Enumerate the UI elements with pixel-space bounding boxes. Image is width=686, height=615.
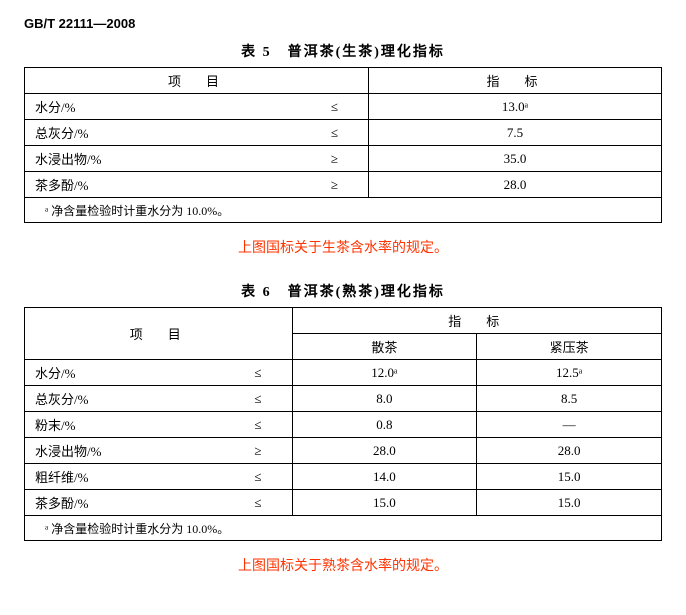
row-op: ≤ bbox=[216, 360, 292, 386]
table-row: 粗纤维/% ≤ 14.0 15.0 bbox=[25, 464, 662, 490]
row-name: 茶多酚/% bbox=[25, 172, 293, 198]
row-val: 28.0 bbox=[368, 172, 661, 198]
row-v2: 12.5ᵃ bbox=[477, 360, 662, 386]
row-name: 粉末/% bbox=[25, 412, 216, 438]
table-header-row: 项 目 指 标 bbox=[25, 308, 662, 334]
row-name: 总灰分/% bbox=[25, 386, 216, 412]
header-value: 指 标 bbox=[368, 68, 661, 94]
row-name: 茶多酚/% bbox=[25, 490, 216, 516]
header-item: 项 目 bbox=[25, 68, 369, 94]
row-name: 总灰分/% bbox=[25, 120, 293, 146]
row-name: 粗纤维/% bbox=[25, 464, 216, 490]
footnote: ᵃ 净含量检验时计重水分为 10.0%。 bbox=[25, 516, 662, 541]
table-row: 茶多酚/% ≤ 15.0 15.0 bbox=[25, 490, 662, 516]
footnote: ᵃ 净含量检验时计重水分为 10.0%。 bbox=[25, 198, 662, 223]
subheader-1: 散茶 bbox=[292, 334, 477, 360]
row-val: 35.0 bbox=[368, 146, 661, 172]
row-op: ≤ bbox=[292, 94, 368, 120]
table5: 项 目 指 标 水分/% ≤ 13.0ᵃ 总灰分/% ≤ 7.5 水浸出物/% … bbox=[24, 67, 662, 223]
header-value: 指 标 bbox=[292, 308, 661, 334]
table-row: 总灰分/% ≤ 8.0 8.5 bbox=[25, 386, 662, 412]
row-op: ≤ bbox=[216, 464, 292, 490]
row-v2: 15.0 bbox=[477, 464, 662, 490]
standard-code: GB/T 22111—2008 bbox=[24, 16, 662, 31]
table5-title: 表 5 普洱茶(生茶)理化指标 bbox=[24, 41, 662, 61]
table5-caption: 上图国标关于生茶含水率的规定。 bbox=[24, 237, 662, 257]
row-op: ≤ bbox=[216, 412, 292, 438]
table-footnote-row: ᵃ 净含量检验时计重水分为 10.0%。 bbox=[25, 516, 662, 541]
table-row: 总灰分/% ≤ 7.5 bbox=[25, 120, 662, 146]
row-val: 7.5 bbox=[368, 120, 661, 146]
table-row: 茶多酚/% ≥ 28.0 bbox=[25, 172, 662, 198]
row-v2: 8.5 bbox=[477, 386, 662, 412]
header-item: 项 目 bbox=[25, 308, 293, 360]
row-op: ≥ bbox=[292, 172, 368, 198]
table6-title: 表 6 普洱茶(熟茶)理化指标 bbox=[24, 281, 662, 301]
row-op: ≤ bbox=[216, 386, 292, 412]
table6-caption: 上图国标关于熟茶含水率的规定。 bbox=[24, 555, 662, 575]
row-v1: 28.0 bbox=[292, 438, 477, 464]
table-row: 水浸出物/% ≥ 28.0 28.0 bbox=[25, 438, 662, 464]
row-op: ≥ bbox=[292, 146, 368, 172]
row-v1: 0.8 bbox=[292, 412, 477, 438]
row-op: ≤ bbox=[292, 120, 368, 146]
subheader-2: 紧压茶 bbox=[477, 334, 662, 360]
row-name: 水分/% bbox=[25, 360, 216, 386]
row-v1: 8.0 bbox=[292, 386, 477, 412]
row-name: 水浸出物/% bbox=[25, 146, 293, 172]
table-row: 粉末/% ≤ 0.8 — bbox=[25, 412, 662, 438]
table-row: 水分/% ≤ 13.0ᵃ bbox=[25, 94, 662, 120]
row-val: 13.0ᵃ bbox=[368, 94, 661, 120]
row-v1: 12.0ᵃ bbox=[292, 360, 477, 386]
row-name: 水分/% bbox=[25, 94, 293, 120]
row-op: ≥ bbox=[216, 438, 292, 464]
row-v2: 15.0 bbox=[477, 490, 662, 516]
row-v2: 28.0 bbox=[477, 438, 662, 464]
table-footnote-row: ᵃ 净含量检验时计重水分为 10.0%。 bbox=[25, 198, 662, 223]
table-row: 水分/% ≤ 12.0ᵃ 12.5ᵃ bbox=[25, 360, 662, 386]
row-v1: 14.0 bbox=[292, 464, 477, 490]
table6: 项 目 指 标 散茶 紧压茶 水分/% ≤ 12.0ᵃ 12.5ᵃ 总灰分/% … bbox=[24, 307, 662, 541]
row-name: 水浸出物/% bbox=[25, 438, 216, 464]
table-header-row: 项 目 指 标 bbox=[25, 68, 662, 94]
row-v2: — bbox=[477, 412, 662, 438]
row-v1: 15.0 bbox=[292, 490, 477, 516]
table-row: 水浸出物/% ≥ 35.0 bbox=[25, 146, 662, 172]
row-op: ≤ bbox=[216, 490, 292, 516]
